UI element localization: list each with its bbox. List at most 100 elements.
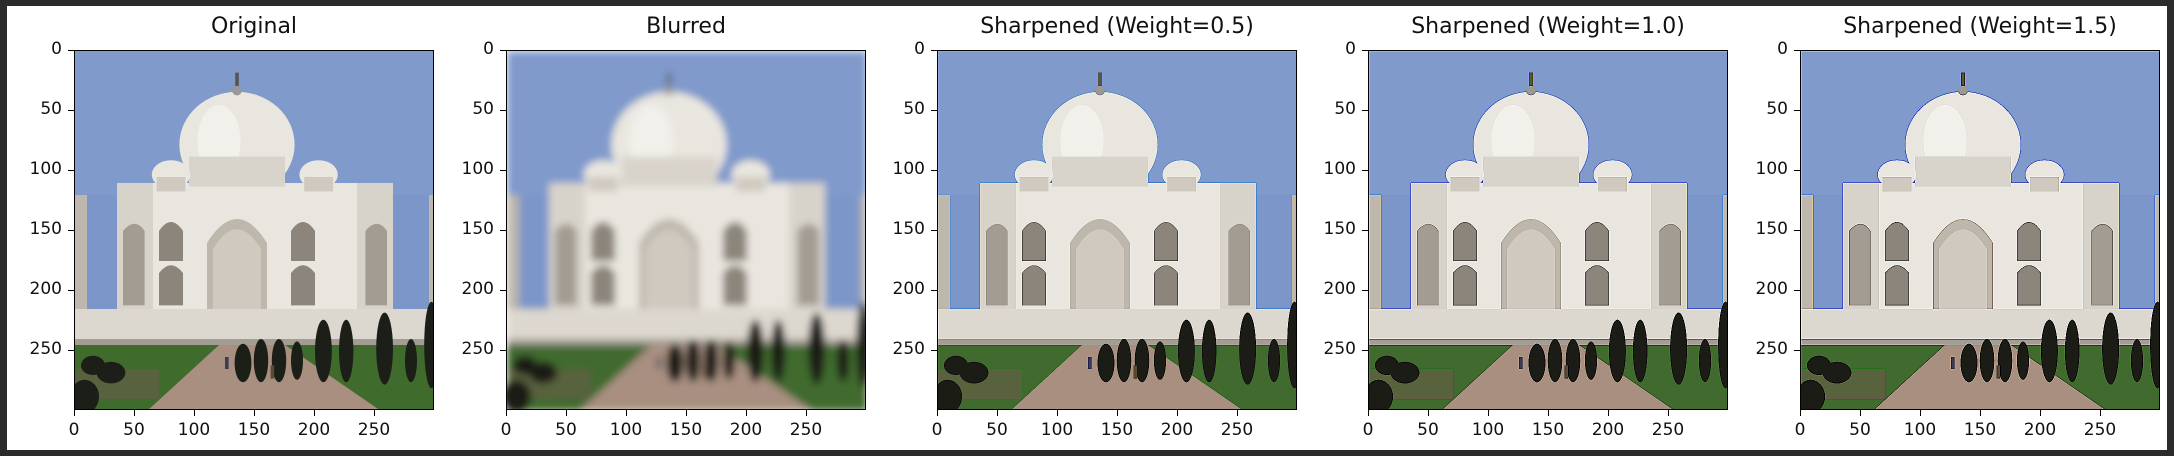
x-tick-label: 150	[1963, 420, 1997, 440]
y-tick-label: 100	[29, 159, 62, 179]
x-tick-label: 150	[237, 420, 271, 440]
y-tick-label: 200	[1323, 279, 1356, 299]
y-tick-label: 0	[1777, 39, 1788, 59]
window-frame-left	[0, 0, 7, 456]
x-tick-label: 0	[68, 420, 80, 440]
image-axes	[1368, 50, 1728, 410]
x-tick-label: 250	[1220, 420, 1254, 440]
y-tick-label: 100	[1323, 159, 1356, 179]
x-tick-mark	[1428, 410, 1429, 416]
y-tick-mark	[68, 50, 74, 51]
y-tick-mark	[68, 110, 74, 111]
x-tick-label: 50	[123, 420, 145, 440]
x-tick-label: 50	[555, 420, 577, 440]
x-tick-mark	[1177, 410, 1178, 416]
y-tick-mark	[1794, 290, 1800, 291]
panel-title: Blurred	[646, 14, 726, 39]
y-tick-mark	[1362, 230, 1368, 231]
x-tick-label: 100	[1471, 420, 1505, 440]
y-tick-label: 100	[1755, 159, 1788, 179]
panel-1: Original	[30, 0, 434, 456]
window-frame-bottom	[0, 450, 2174, 456]
y-tick-mark	[1362, 290, 1368, 291]
x-tick-label: 200	[729, 420, 763, 440]
x-tick-mark	[1368, 410, 1369, 416]
x-tick-mark	[134, 410, 135, 416]
x-tick-mark	[1920, 410, 1921, 416]
image-axes	[937, 50, 1297, 410]
y-tick-label: 200	[29, 279, 62, 299]
x-tick-label: 150	[1100, 420, 1134, 440]
image-3	[938, 51, 1296, 409]
y-tick-mark	[1794, 110, 1800, 111]
x-tick-mark	[806, 410, 807, 416]
panel-title: Sharpened (Weight=1.5)	[1843, 14, 2117, 39]
x-tick-label: 200	[2023, 420, 2057, 440]
window-frame-right	[2167, 0, 2174, 456]
x-tick-label: 0	[1362, 420, 1374, 440]
x-tick-label: 50	[1849, 420, 1871, 440]
x-tick-label: 100	[1903, 420, 1937, 440]
x-tick-mark	[1668, 410, 1669, 416]
y-tick-label: 150	[1755, 219, 1788, 239]
y-tick-mark	[1794, 350, 1800, 351]
y-tick-mark	[500, 290, 506, 291]
y-tick-label: 250	[1755, 339, 1788, 359]
x-tick-label: 200	[297, 420, 331, 440]
x-tick-mark	[1488, 410, 1489, 416]
x-tick-label: 200	[1591, 420, 1625, 440]
y-tick-mark	[500, 170, 506, 171]
x-tick-mark	[374, 410, 375, 416]
x-tick-label: 0	[1794, 420, 1806, 440]
x-tick-label: 50	[1417, 420, 1439, 440]
y-tick-label: 250	[461, 339, 494, 359]
y-tick-label: 0	[914, 39, 925, 59]
y-tick-label: 50	[1334, 99, 1356, 119]
y-tick-label: 0	[1345, 39, 1356, 59]
y-tick-label: 50	[1766, 99, 1788, 119]
y-tick-mark	[1362, 50, 1368, 51]
x-tick-label: 50	[986, 420, 1008, 440]
x-tick-label: 150	[1531, 420, 1565, 440]
x-tick-label: 0	[500, 420, 512, 440]
panel-5: Sharpened (Weight=1.5)	[1756, 0, 2160, 456]
y-tick-mark	[1794, 50, 1800, 51]
x-tick-mark	[1548, 410, 1549, 416]
image-2	[507, 51, 865, 409]
y-tick-mark	[931, 350, 937, 351]
y-tick-mark	[1362, 350, 1368, 351]
x-tick-mark	[194, 410, 195, 416]
x-tick-label: 250	[2083, 420, 2117, 440]
y-tick-label: 250	[892, 339, 925, 359]
x-tick-mark	[937, 410, 938, 416]
y-tick-label: 0	[483, 39, 494, 59]
x-tick-mark	[314, 410, 315, 416]
panel-3: Sharpened (Weight=0.5)	[893, 0, 1297, 456]
y-tick-mark	[931, 170, 937, 171]
x-tick-mark	[1057, 410, 1058, 416]
image-axes	[1800, 50, 2160, 410]
y-tick-mark	[500, 350, 506, 351]
y-tick-label: 50	[472, 99, 494, 119]
y-tick-label: 100	[461, 159, 494, 179]
x-tick-mark	[1237, 410, 1238, 416]
y-tick-mark	[931, 230, 937, 231]
panel-title: Original	[210, 14, 298, 39]
y-tick-mark	[931, 50, 937, 51]
y-tick-label: 50	[903, 99, 925, 119]
y-tick-label: 0	[51, 39, 62, 59]
x-tick-label: 100	[177, 420, 211, 440]
x-tick-label: 250	[789, 420, 823, 440]
panel-4: Sharpened (Weight=1.0)	[1324, 0, 1728, 456]
y-tick-label: 200	[1755, 279, 1788, 299]
y-tick-label: 50	[40, 99, 62, 119]
y-tick-mark	[1362, 110, 1368, 111]
y-tick-mark	[68, 350, 74, 351]
y-tick-label: 100	[892, 159, 925, 179]
y-tick-label: 250	[1323, 339, 1356, 359]
panel-2: Blurred	[462, 0, 866, 456]
x-tick-label: 250	[1651, 420, 1685, 440]
y-tick-mark	[931, 110, 937, 111]
x-tick-mark	[566, 410, 567, 416]
x-tick-mark	[2100, 410, 2101, 416]
